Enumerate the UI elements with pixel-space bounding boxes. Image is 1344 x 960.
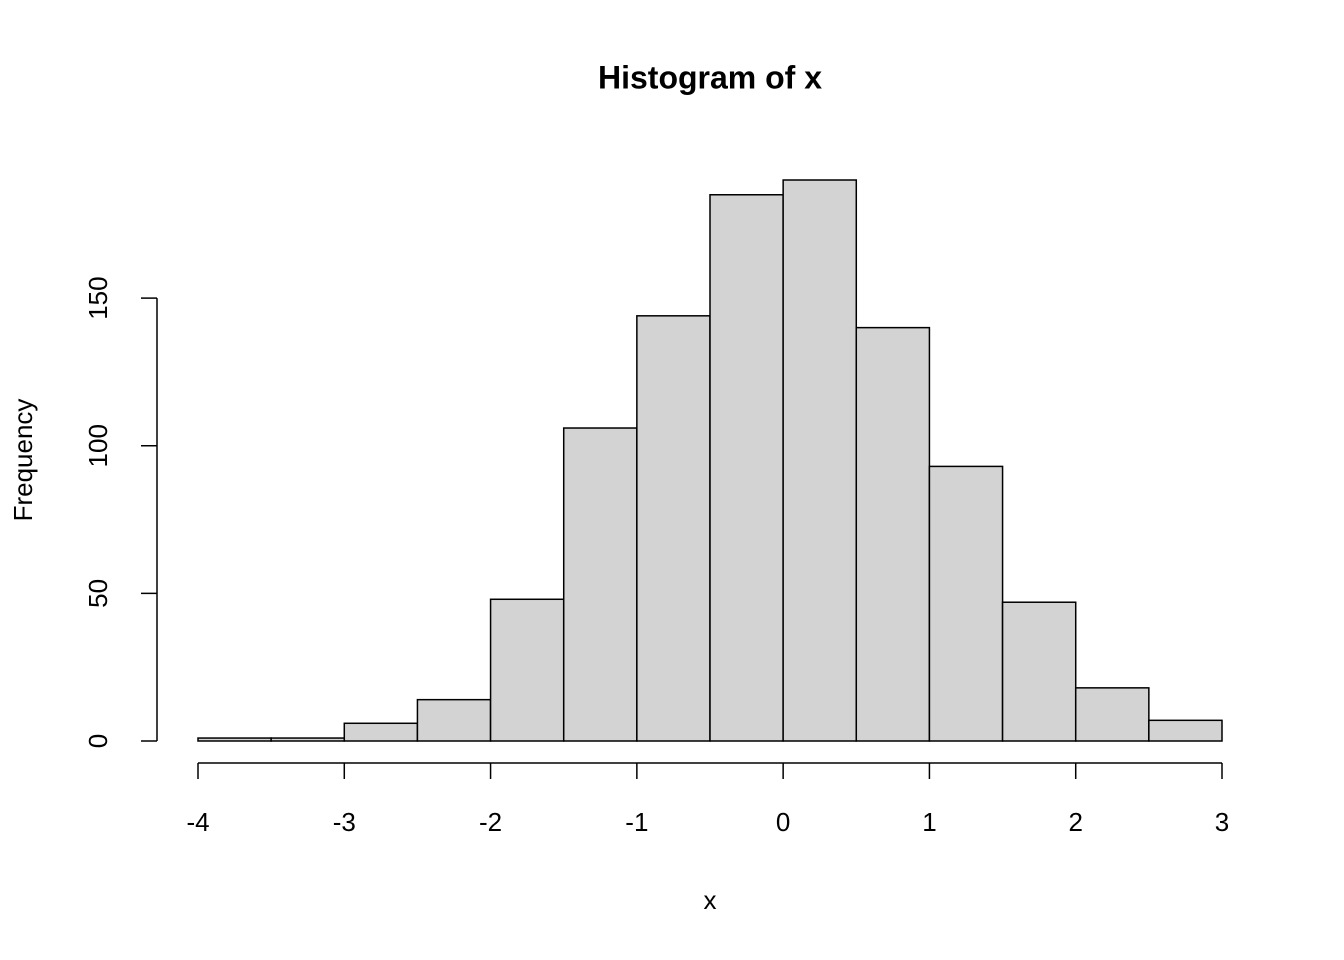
bar bbox=[343, 722, 419, 742]
bar bbox=[928, 465, 1004, 742]
bar bbox=[197, 737, 272, 742]
bar bbox=[489, 598, 565, 742]
bar bbox=[782, 179, 858, 742]
bar bbox=[416, 698, 492, 742]
bar bbox=[1001, 601, 1077, 742]
x-tick-label: 1 bbox=[922, 807, 936, 837]
x-tick-label: -3 bbox=[333, 807, 356, 837]
bar bbox=[1074, 687, 1150, 742]
bar bbox=[709, 194, 784, 742]
bar bbox=[562, 427, 638, 742]
x-tick-label: 3 bbox=[1215, 807, 1229, 837]
x-tick-label: -4 bbox=[186, 807, 209, 837]
bar bbox=[270, 737, 346, 742]
bar bbox=[1148, 719, 1223, 742]
x-axis-label: x bbox=[704, 885, 717, 915]
chart-title: Histogram of x bbox=[598, 59, 822, 95]
x-tick-label: 0 bbox=[776, 807, 790, 837]
y-tick-label: 100 bbox=[83, 424, 113, 467]
x-tick-label: 2 bbox=[1068, 807, 1082, 837]
x-tick-label: -2 bbox=[479, 807, 502, 837]
y-tick-label: 0 bbox=[83, 734, 113, 748]
y-tick-label: 150 bbox=[83, 276, 113, 319]
x-tick-label: -1 bbox=[625, 807, 648, 837]
y-tick-label: 50 bbox=[83, 579, 113, 608]
bar bbox=[855, 326, 931, 742]
bar bbox=[636, 315, 711, 742]
y-axis-label: Frequency bbox=[8, 399, 38, 522]
